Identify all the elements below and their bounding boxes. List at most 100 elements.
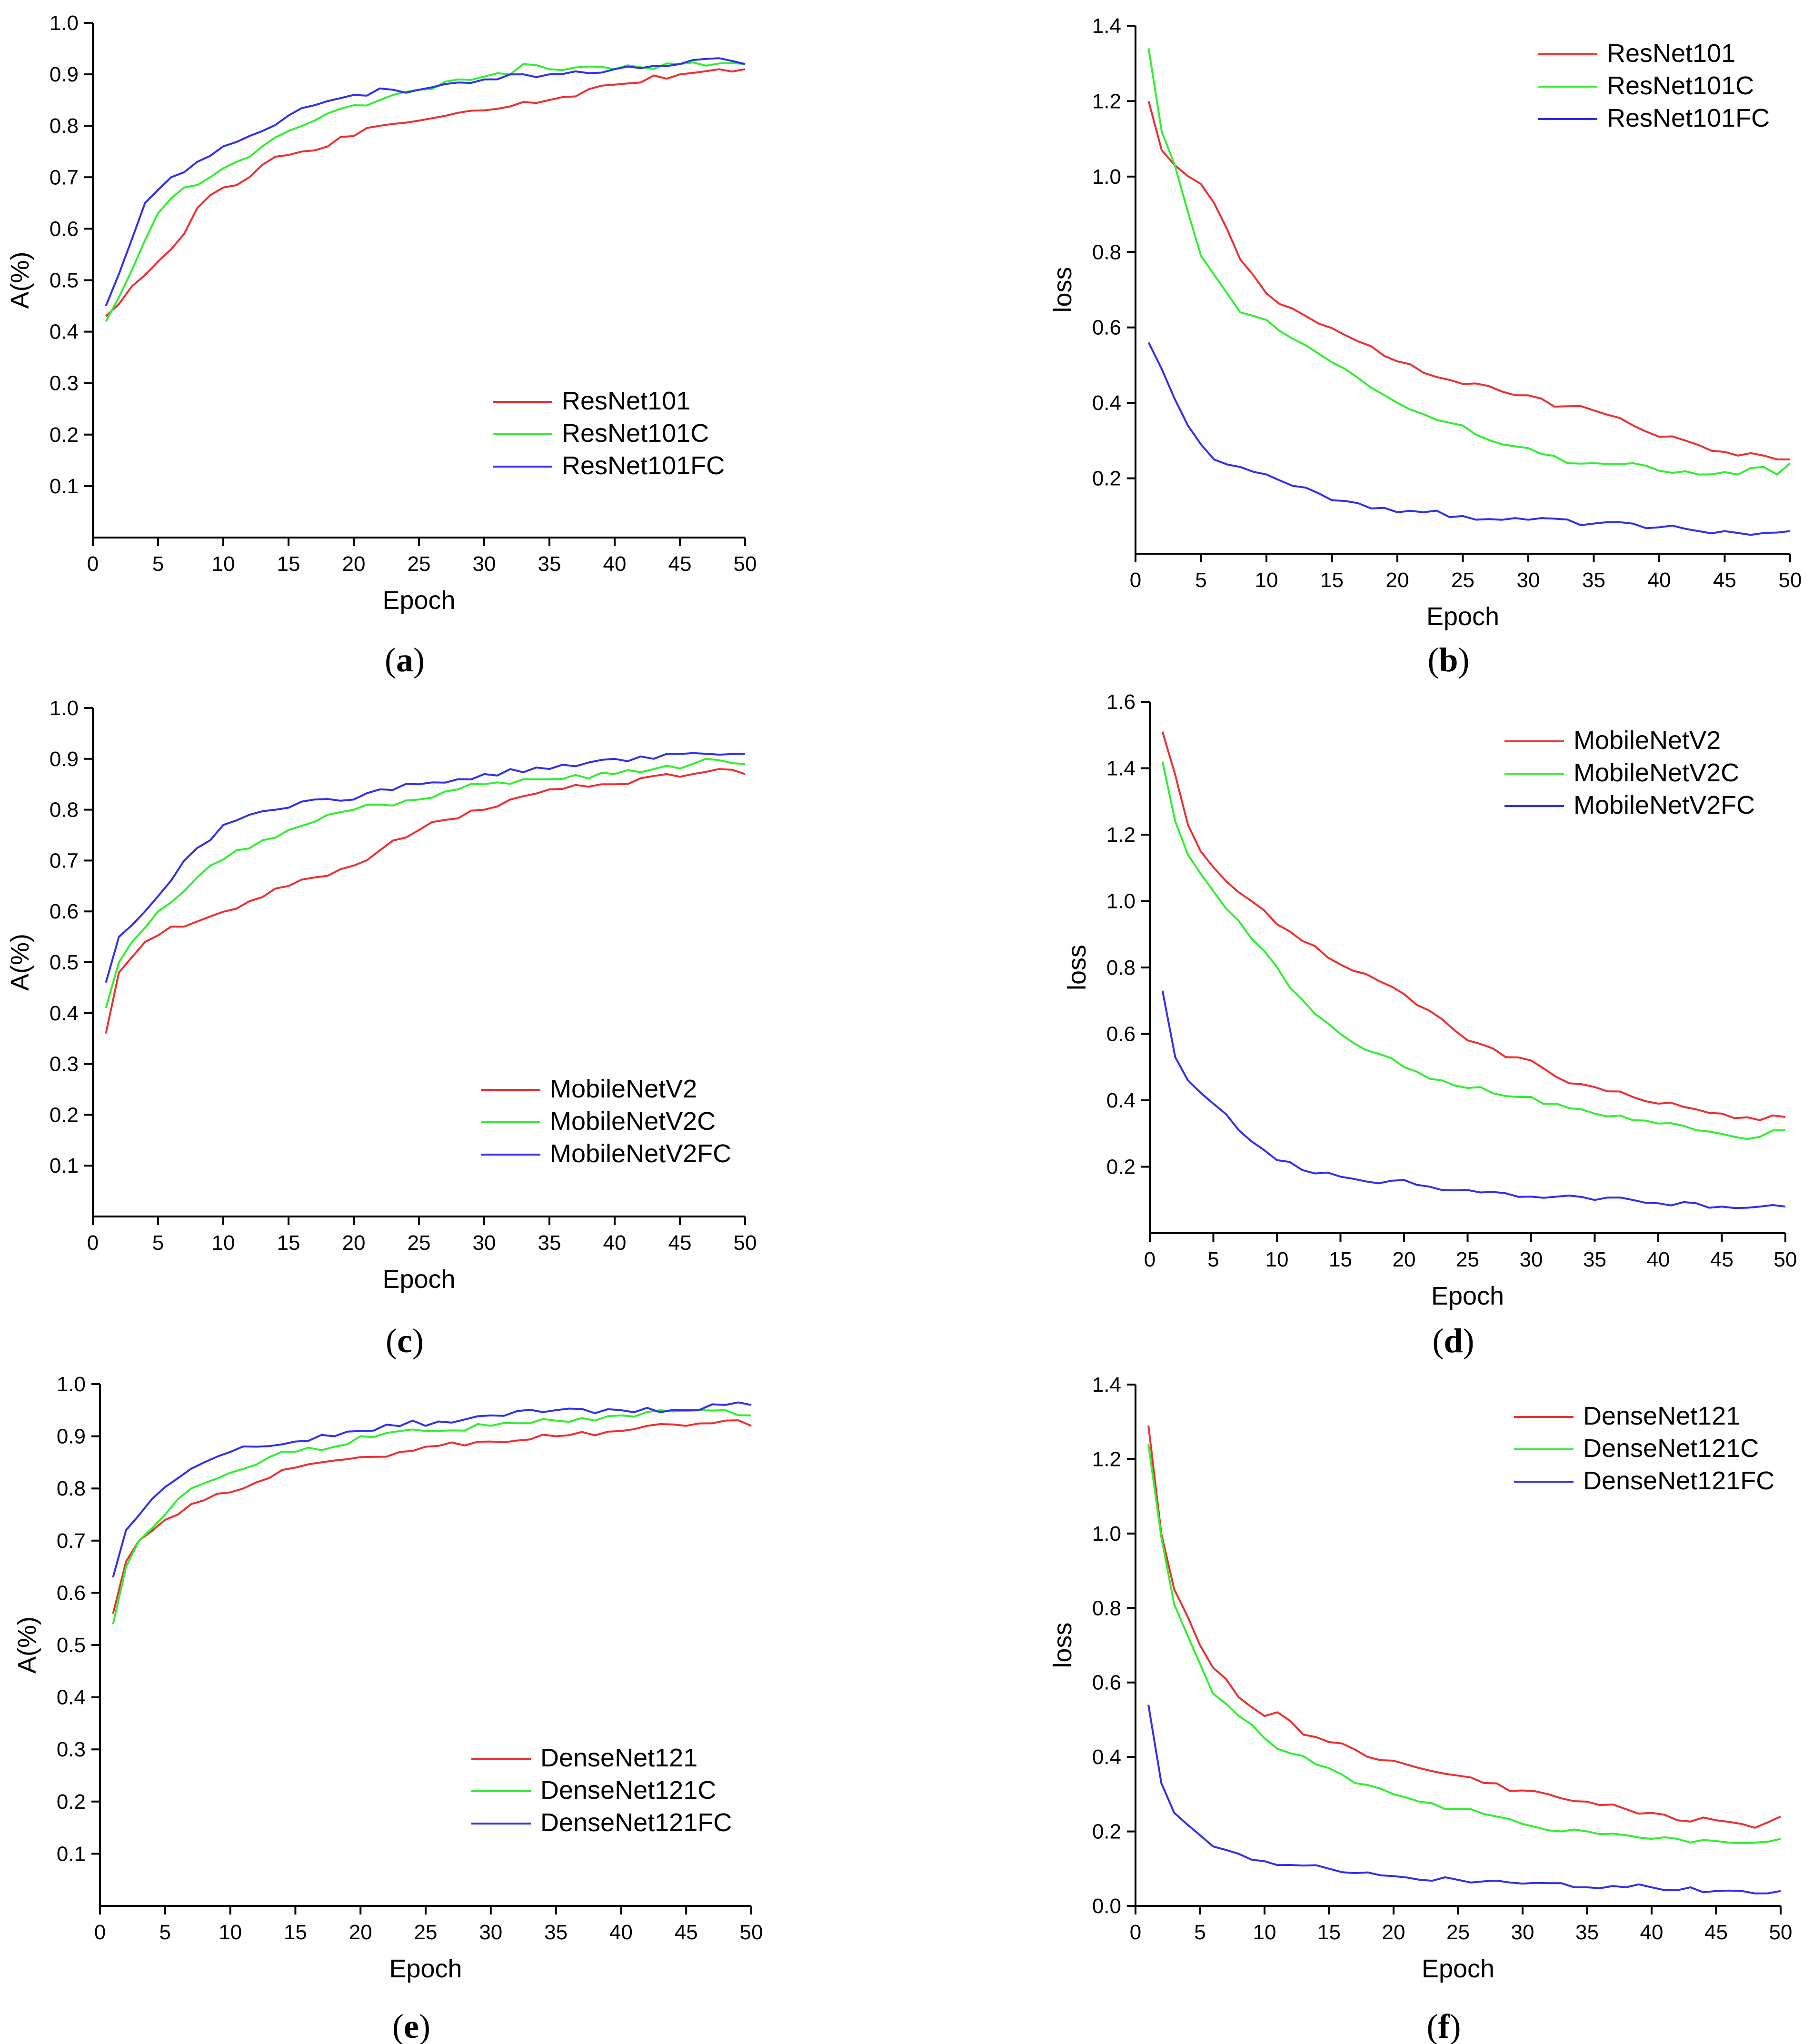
x-tick-label: 20 bbox=[342, 1231, 366, 1255]
series-line-resnet101 bbox=[1147, 100, 1791, 460]
x-tick-label: 45 bbox=[1704, 1921, 1728, 1944]
y-tick-label: 0.2 bbox=[50, 1103, 79, 1127]
y-tick-label: 0.6 bbox=[50, 217, 79, 240]
x-tick-label: 50 bbox=[1779, 568, 1802, 592]
y-tick-label: 1.0 bbox=[50, 697, 79, 720]
x-tick-label: 50 bbox=[734, 552, 757, 576]
x-tick-label: 0 bbox=[94, 1921, 106, 1944]
x-tick-label: 20 bbox=[349, 1921, 372, 1944]
x-tick-label: 0 bbox=[87, 552, 99, 576]
y-tick-label: 0.7 bbox=[57, 1529, 86, 1553]
x-axis-title: Epoch bbox=[1431, 1282, 1504, 1310]
y-tick-label: 0.5 bbox=[57, 1634, 86, 1657]
panel-caption-letter: b bbox=[1439, 641, 1458, 679]
x-tick-label: 45 bbox=[1713, 568, 1736, 592]
y-tick-label: 0.4 bbox=[1092, 1745, 1121, 1769]
series-line-mobilenetv2fc bbox=[1161, 990, 1786, 1209]
y-tick-label: 0.3 bbox=[57, 1738, 86, 1761]
chart-panel-b: 0 5 10 15 20 25 30 35 40 45 50 0.2 0.4 0.6 0.8 1.0 1.2 1.… bbox=[1048, 14, 1802, 679]
legend-label: MobileNetV2 bbox=[1574, 726, 1721, 755]
x-tick-label: 35 bbox=[1583, 1248, 1606, 1271]
x-axis-title: Epoch bbox=[389, 1954, 462, 1983]
panel-caption-letter: d bbox=[1444, 1322, 1463, 1360]
legend-label: ResNet101FC bbox=[1607, 104, 1770, 132]
panel-caption: (a) bbox=[385, 641, 425, 679]
x-tick-label: 50 bbox=[734, 1231, 757, 1255]
series-line-mobilenetv2c bbox=[105, 758, 746, 1008]
x-tick-label: 45 bbox=[668, 1231, 692, 1255]
x-tick-label: 45 bbox=[675, 1921, 698, 1944]
y-tick-label: 0.3 bbox=[50, 372, 79, 395]
x-tick-label: 35 bbox=[544, 1921, 568, 1944]
y-tick-label: 0.8 bbox=[1106, 956, 1136, 979]
x-tick-label: 35 bbox=[538, 1231, 561, 1255]
series-line-resnet101fc bbox=[1147, 342, 1791, 536]
y-tick-label: 0.8 bbox=[50, 114, 79, 138]
legend-label: DenseNet121FC bbox=[540, 1808, 732, 1837]
legend-label: DenseNet121 bbox=[540, 1744, 697, 1772]
panel-caption-letter: e bbox=[404, 2007, 419, 2044]
x-tick-label: 10 bbox=[1265, 1248, 1289, 1271]
y-tick-label: 0.6 bbox=[1106, 1023, 1136, 1046]
x-tick-label: 40 bbox=[1648, 568, 1671, 592]
x-tick-label: 45 bbox=[668, 552, 692, 576]
x-tick-label: 10 bbox=[212, 1231, 235, 1255]
y-axis-title: loss bbox=[1048, 1622, 1077, 1668]
x-tick-label: 0 bbox=[1144, 1248, 1156, 1271]
y-axis-title: loss bbox=[1048, 267, 1077, 312]
panel-caption-letter: a bbox=[396, 641, 413, 679]
y-tick-label: 1.2 bbox=[1092, 1447, 1121, 1471]
y-tick-label: 0.6 bbox=[50, 900, 79, 923]
legend-label: DenseNet121FC bbox=[1583, 1466, 1774, 1495]
x-tick-label: 40 bbox=[609, 1921, 633, 1944]
x-tick-label: 0 bbox=[1130, 568, 1141, 592]
x-axis-title: Epoch bbox=[1422, 1954, 1494, 1983]
x-tick-label: 50 bbox=[740, 1921, 763, 1944]
panel-caption: (d) bbox=[1432, 1322, 1474, 1360]
y-tick-label: 0.7 bbox=[50, 166, 79, 189]
x-tick-label: 25 bbox=[1446, 1921, 1470, 1944]
y-tick-label: 0.8 bbox=[1092, 1596, 1121, 1620]
y-tick-label: 0.0 bbox=[1092, 1894, 1121, 1918]
y-tick-label: 0.2 bbox=[1092, 467, 1121, 490]
panel-caption-letter: c bbox=[397, 1322, 412, 1360]
x-tick-label: 20 bbox=[1393, 1248, 1416, 1271]
x-tick-label: 30 bbox=[479, 1921, 502, 1944]
y-tick-label: 0.4 bbox=[57, 1686, 86, 1709]
legend-label: ResNet101FC bbox=[562, 451, 725, 480]
y-tick-label: 0.4 bbox=[50, 320, 79, 344]
y-tick-label: 0.4 bbox=[50, 1002, 79, 1025]
x-tick-label: 25 bbox=[408, 552, 431, 576]
y-tick-label: 1.0 bbox=[1106, 890, 1136, 913]
x-tick-label: 15 bbox=[1329, 1248, 1352, 1271]
y-tick-label: 1.6 bbox=[1106, 690, 1136, 714]
legend-label: DenseNet121 bbox=[1583, 1402, 1740, 1430]
y-tick-label: 0.6 bbox=[57, 1581, 86, 1605]
y-tick-label: 1.0 bbox=[50, 11, 79, 35]
y-tick-label: 0.3 bbox=[50, 1053, 79, 1076]
x-tick-label: 30 bbox=[1511, 1921, 1534, 1944]
x-tick-label: 20 bbox=[1386, 568, 1409, 592]
y-tick-label: 0.9 bbox=[50, 63, 79, 86]
x-tick-label: 0 bbox=[87, 1231, 99, 1255]
x-tick-label: 0 bbox=[1130, 1921, 1141, 1944]
y-tick-label: 0.8 bbox=[50, 798, 79, 822]
legend-label: MobileNetV2FC bbox=[550, 1139, 731, 1168]
x-tick-label: 35 bbox=[538, 552, 561, 576]
x-tick-label: 25 bbox=[1451, 568, 1474, 592]
y-tick-label: 0.2 bbox=[1106, 1156, 1136, 1179]
x-tick-label: 30 bbox=[1520, 1248, 1543, 1271]
y-tick-label: 1.2 bbox=[1092, 90, 1121, 113]
series-line-densenet121c bbox=[1147, 1444, 1781, 1845]
x-tick-label: 5 bbox=[152, 1231, 164, 1255]
y-axis-title: A(%) bbox=[6, 934, 34, 991]
y-tick-label: 0.1 bbox=[50, 1154, 79, 1177]
x-tick-label: 5 bbox=[1195, 568, 1206, 592]
x-tick-label: 15 bbox=[277, 552, 300, 576]
x-tick-label: 25 bbox=[414, 1921, 438, 1944]
y-axis-title: A(%) bbox=[13, 1616, 41, 1674]
panel-caption: (e) bbox=[392, 2007, 430, 2044]
x-tick-label: 15 bbox=[277, 1231, 300, 1255]
x-axis-title: Epoch bbox=[1426, 602, 1499, 631]
